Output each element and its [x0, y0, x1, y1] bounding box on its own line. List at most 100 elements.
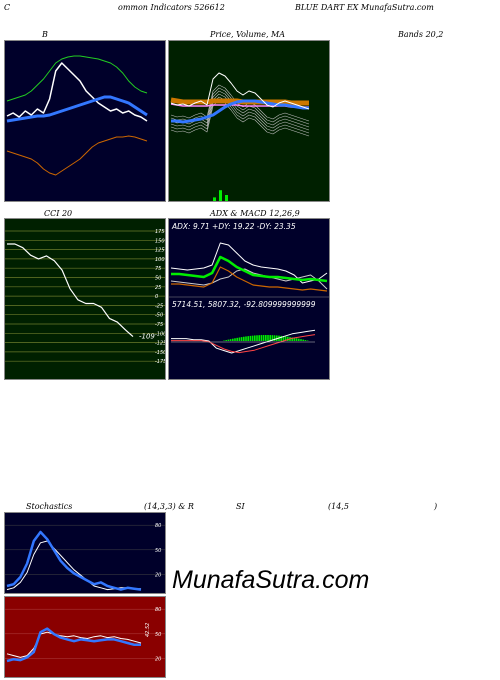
macd-histogram-bar	[254, 335, 256, 341]
macd-histogram-bar	[284, 336, 287, 341]
macd-line	[171, 329, 316, 354]
header-indicators: ommon Indicators 526612	[118, 3, 225, 12]
macd-histogram-bar	[267, 335, 269, 341]
cci-tick-label: 75	[155, 266, 161, 272]
cci-tick-label: -100	[155, 331, 166, 337]
cci-tick-label: 150	[155, 238, 165, 244]
label-paren: )	[434, 502, 438, 511]
ma-blue-line	[171, 99, 309, 124]
macd-histogram-bar	[243, 336, 245, 341]
macd-histogram-bar	[280, 335, 282, 341]
mfi-line	[6, 631, 142, 658]
macd-histogram-bar	[304, 340, 307, 341]
stoch-tick-label: 80	[155, 523, 161, 529]
label-stoch-params: (14,3,3) & R	[144, 502, 194, 511]
macd-histogram-bar	[300, 339, 302, 341]
price-ma-line-3	[170, 93, 310, 131]
macd-histogram-bar	[227, 339, 230, 341]
cci-tick-label: 175	[155, 229, 165, 235]
cci-tick-label: -175	[155, 359, 166, 365]
header-left: C	[4, 3, 11, 12]
label-stochastics: Stochastics	[26, 502, 73, 511]
rsi-tick-label: 20	[155, 656, 161, 662]
bollinger-panel	[4, 40, 166, 202]
cci-tick-label: -75	[155, 322, 163, 328]
adx-line	[171, 255, 328, 283]
header-site: BLUE DART EX MunafaSutra.com	[295, 3, 434, 12]
price-ma-line-5	[170, 99, 310, 137]
label-adx-macd: ADX & MACD 12,26,9	[210, 209, 300, 218]
stochastics-panel: 80 50 20	[4, 512, 166, 594]
macd-histogram-bar	[260, 335, 263, 341]
price-white-line	[170, 72, 310, 110]
label-cci: CCI 20	[44, 209, 73, 218]
bollinger-price-line	[6, 62, 148, 122]
label-rsi: SI	[236, 502, 245, 511]
macd-histogram-bar	[298, 338, 300, 341]
macd-histogram-bar	[256, 335, 258, 341]
label-b: B	[42, 30, 48, 39]
macd-histogram-bar	[282, 336, 285, 341]
stoch-tick-label: 50	[155, 548, 161, 554]
cci-tick-label: 25	[155, 285, 161, 291]
price-volume-panel	[168, 40, 330, 202]
cci-tick-label: 125	[155, 248, 165, 254]
macd-histogram-bar	[249, 335, 252, 341]
macd-histogram-bar	[245, 336, 247, 341]
cci-tick-label: 50	[155, 276, 161, 282]
macd-histogram-bar	[291, 337, 293, 341]
minus-di-line	[170, 268, 328, 290]
macd-histogram-bar	[265, 335, 267, 341]
macd-histogram-bar	[251, 335, 254, 341]
cci-tick-label: -50	[155, 313, 163, 319]
macd-histogram-bar	[232, 338, 234, 341]
macd-histogram-bar	[225, 340, 227, 341]
macd-histogram-bar	[269, 335, 271, 341]
cci-line	[7, 243, 134, 338]
stoch-tick-label: 20	[155, 572, 161, 578]
label-rsi-params: (14,5	[328, 502, 349, 511]
adx-readout: ADX: 9.71 +DY: 19.22 -DY: 23.35	[171, 222, 296, 231]
cci-tick-label: -25	[155, 303, 163, 309]
macd-readout: 5714.51, 5807.32, -92.809999999999	[172, 300, 316, 309]
cci-tick-label: -150	[155, 350, 166, 356]
volume-bar	[213, 197, 216, 201]
bollinger-upper-line	[6, 55, 148, 102]
label-bands: Bands 20,2	[398, 30, 444, 39]
rsi-panel: 80 50 20 42.52	[4, 596, 166, 678]
macd-histogram-bar	[262, 335, 265, 341]
macd-histogram-bar	[247, 336, 249, 341]
watermark: MunafaSutra.com	[172, 566, 370, 594]
rsi-tick-label: 50	[155, 632, 161, 638]
stoch-k-line	[6, 530, 142, 591]
plus-di-line	[170, 242, 328, 284]
price-ma-line-4	[170, 96, 310, 134]
volume-bar	[225, 195, 228, 201]
bollinger-lower-line	[6, 135, 148, 176]
macd-histogram-bar	[234, 338, 236, 341]
macd-histogram-bar	[302, 339, 304, 341]
macd-histogram-bar	[273, 335, 276, 341]
price-ma-line-1	[170, 87, 310, 125]
macd-histogram-bar	[293, 337, 296, 341]
macd-histogram-bar	[271, 335, 274, 341]
rsi-tick-label: 80	[155, 607, 161, 613]
cci-tick-label: 0	[155, 294, 158, 300]
macd-histogram-bar	[238, 337, 241, 341]
macd-signal-line	[171, 334, 316, 354]
rsi-line	[6, 627, 141, 663]
macd-histogram-bar	[287, 336, 289, 341]
cci-tick-label: -125	[155, 341, 166, 347]
cci-tick-label: 100	[155, 257, 165, 263]
macd-histogram-bar	[258, 335, 260, 341]
cci-last-value: -109	[139, 333, 155, 341]
bollinger-middle-line	[6, 95, 148, 123]
rsi-last-value: 42.52	[145, 623, 151, 637]
volume-bar	[219, 190, 222, 201]
macd-histogram-bar	[236, 337, 238, 341]
adx-macd-panel: ADX: 9.71 +DY: 19.22 -DY: 23.35 5714.51, …	[168, 218, 330, 380]
adx-orange-line	[171, 266, 328, 292]
label-price-volume-ma: Price, Volume, MA	[210, 30, 286, 39]
cci-panel: 175 150 125 100 75 50 25 0 -25 -50 -75 -100 -125 -150…	[4, 218, 166, 380]
macd-histogram-bar	[295, 338, 298, 341]
